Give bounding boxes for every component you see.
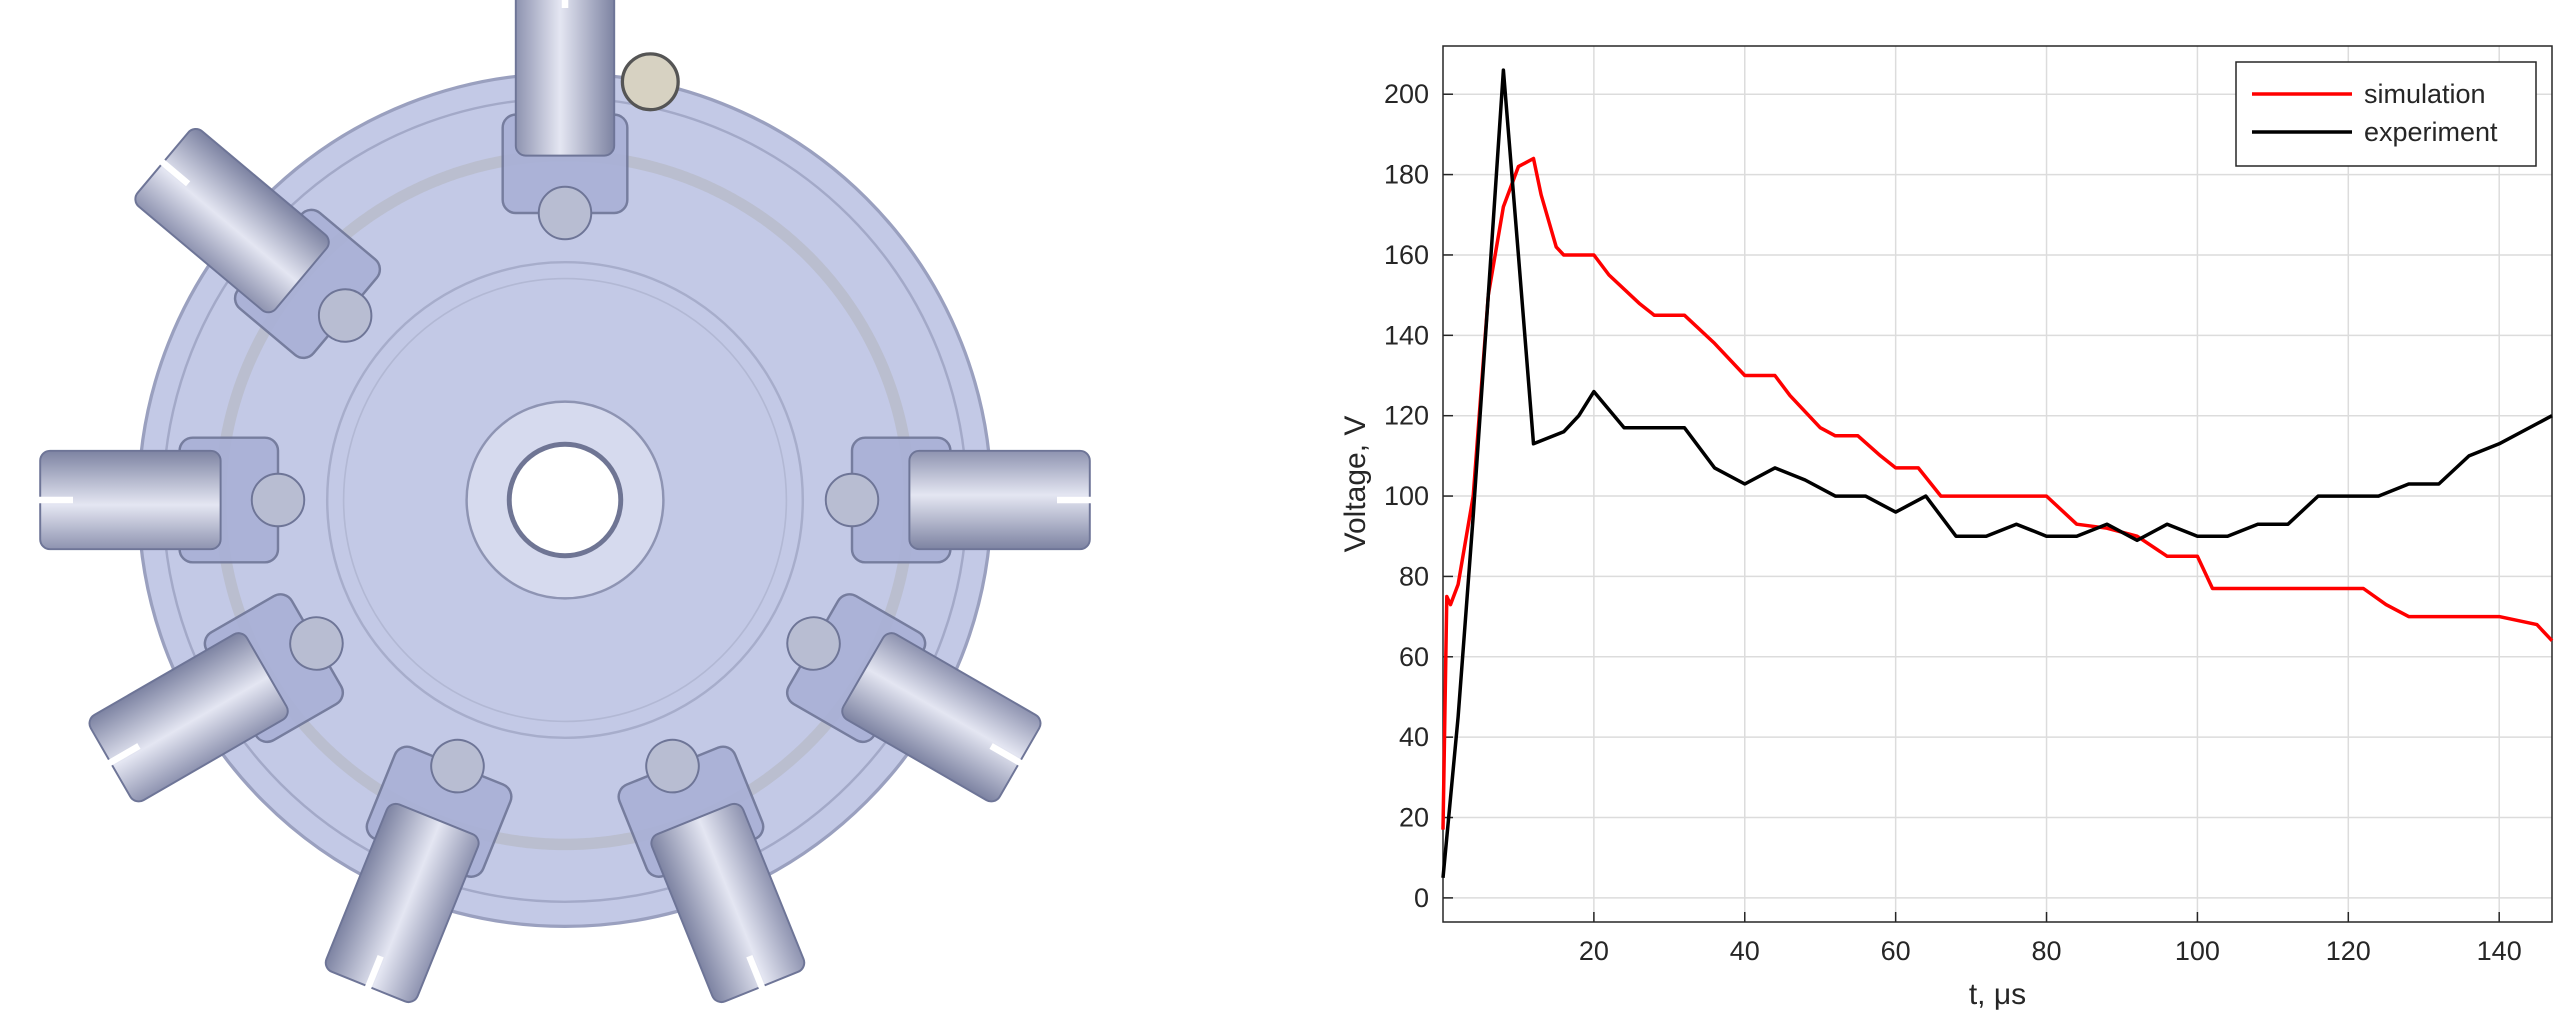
nozzle-port — [289, 616, 344, 671]
y-tick-label: 60 — [1399, 642, 1429, 672]
y-tick-label: 200 — [1384, 79, 1429, 109]
y-tick-label: 180 — [1384, 160, 1429, 190]
nozzle — [88, 593, 345, 803]
x-tick-label: 60 — [1881, 936, 1911, 966]
y-tick-label: 0 — [1414, 883, 1429, 913]
y-tick-label: 140 — [1384, 320, 1429, 350]
y-tick-label: 40 — [1399, 722, 1429, 752]
nozzle-slot — [364, 954, 384, 991]
x-tick-label: 100 — [2175, 936, 2220, 966]
nozzle-port — [250, 472, 306, 528]
nozzle-port — [786, 616, 841, 671]
nozzle — [134, 128, 382, 360]
y-tick-label: 160 — [1384, 240, 1429, 270]
nozzle — [501, 0, 629, 241]
nozzle — [324, 738, 513, 1004]
x-tick-label: 140 — [2477, 936, 2522, 966]
nozzle — [824, 436, 1094, 564]
inner-ring — [342, 277, 788, 723]
nozzle-slot — [106, 743, 141, 767]
x-tick-label: 20 — [1579, 936, 1609, 966]
nozzle-port — [824, 472, 880, 528]
y-tick-label: 20 — [1399, 803, 1429, 833]
nozzle-slot — [746, 954, 766, 991]
nozzle-port — [430, 738, 485, 794]
hub-hole — [506, 441, 624, 559]
data-line — [1441, 68, 2553, 878]
x-tick-label: 80 — [2032, 936, 2062, 966]
x-tick-label: 40 — [1730, 936, 1760, 966]
nozzle-slot — [989, 743, 1024, 767]
y-axis-label: Voltage, V — [1339, 416, 1372, 553]
legend-label: experiment — [2364, 117, 2498, 147]
device-render — [36, 0, 1094, 1004]
nozzle-port — [317, 288, 373, 343]
inner-ring — [325, 260, 805, 740]
y-tick-label: 100 — [1384, 481, 1429, 511]
x-tick-label: 120 — [2326, 936, 2371, 966]
nozzle — [36, 436, 306, 564]
x-axis-label: t, μs — [1969, 978, 2026, 1011]
y-tick-label: 120 — [1384, 401, 1429, 431]
nozzle — [617, 738, 806, 1004]
nozzle-slot — [158, 158, 191, 187]
knob — [620, 52, 680, 112]
plot-area — [1443, 46, 2552, 922]
legend-box — [2235, 61, 2537, 167]
plot-frame — [1442, 45, 2553, 923]
nozzle-port — [537, 185, 593, 241]
nozzle — [785, 593, 1042, 803]
nozzle-body — [514, 0, 616, 157]
data-line — [1441, 156, 2554, 830]
y-tick-label: 80 — [1399, 561, 1429, 591]
legend-label: simulation — [2364, 79, 2486, 109]
nozzle-port — [645, 738, 700, 794]
